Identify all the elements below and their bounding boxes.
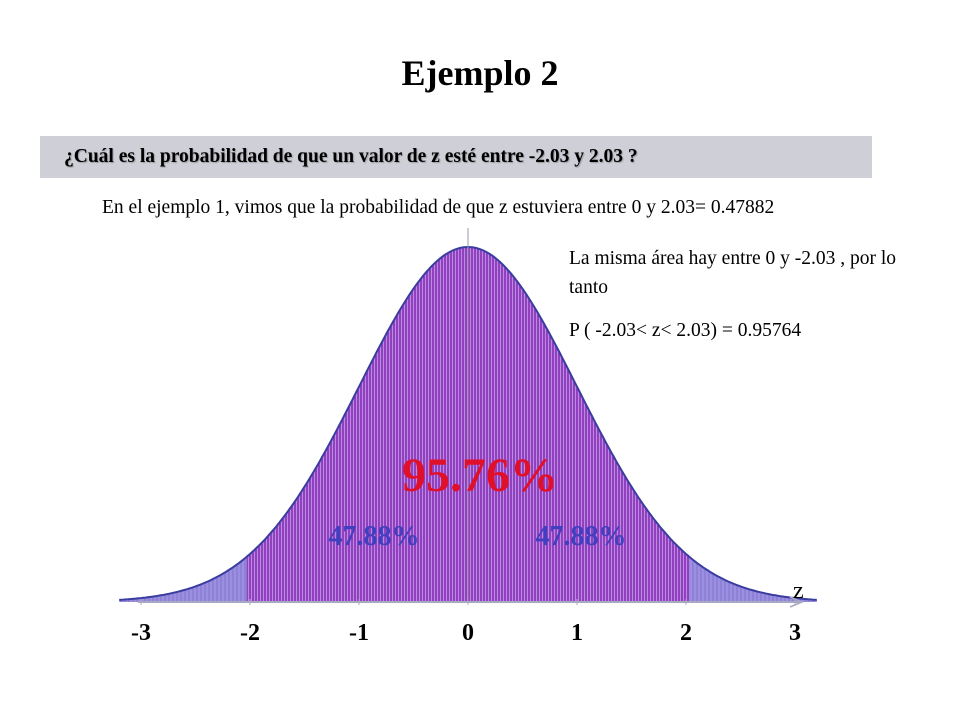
tick-label: 3 [789, 620, 801, 646]
tick-label: -3 [131, 620, 151, 646]
probability-result: P ( -2.03< z< 2.03) = 0.95764 [569, 320, 802, 341]
axis-label: z [793, 578, 804, 604]
tick-label: 2 [680, 620, 692, 646]
tick-label: 0 [462, 620, 474, 646]
left-half-percentage: 47.88% [329, 521, 420, 552]
axis-arrow [789, 596, 804, 608]
slide-title: Ejemplo 2 [401, 53, 559, 93]
tick-label: 1 [571, 620, 583, 646]
tick-label: -1 [349, 620, 369, 646]
intro-text: En el ejemplo 1, vimos que la probabilid… [102, 197, 775, 218]
question-text: ¿Cuál es la probabilidad de que un valor… [64, 146, 638, 167]
tick-label: -2 [240, 620, 260, 646]
same-area-note: La misma área hay entre 0 y -2.03 , por … [569, 248, 897, 298]
question-highlight-box [40, 136, 872, 178]
center-percentage: 95.76% [402, 449, 558, 502]
right-half-percentage: 47.88% [536, 521, 627, 552]
